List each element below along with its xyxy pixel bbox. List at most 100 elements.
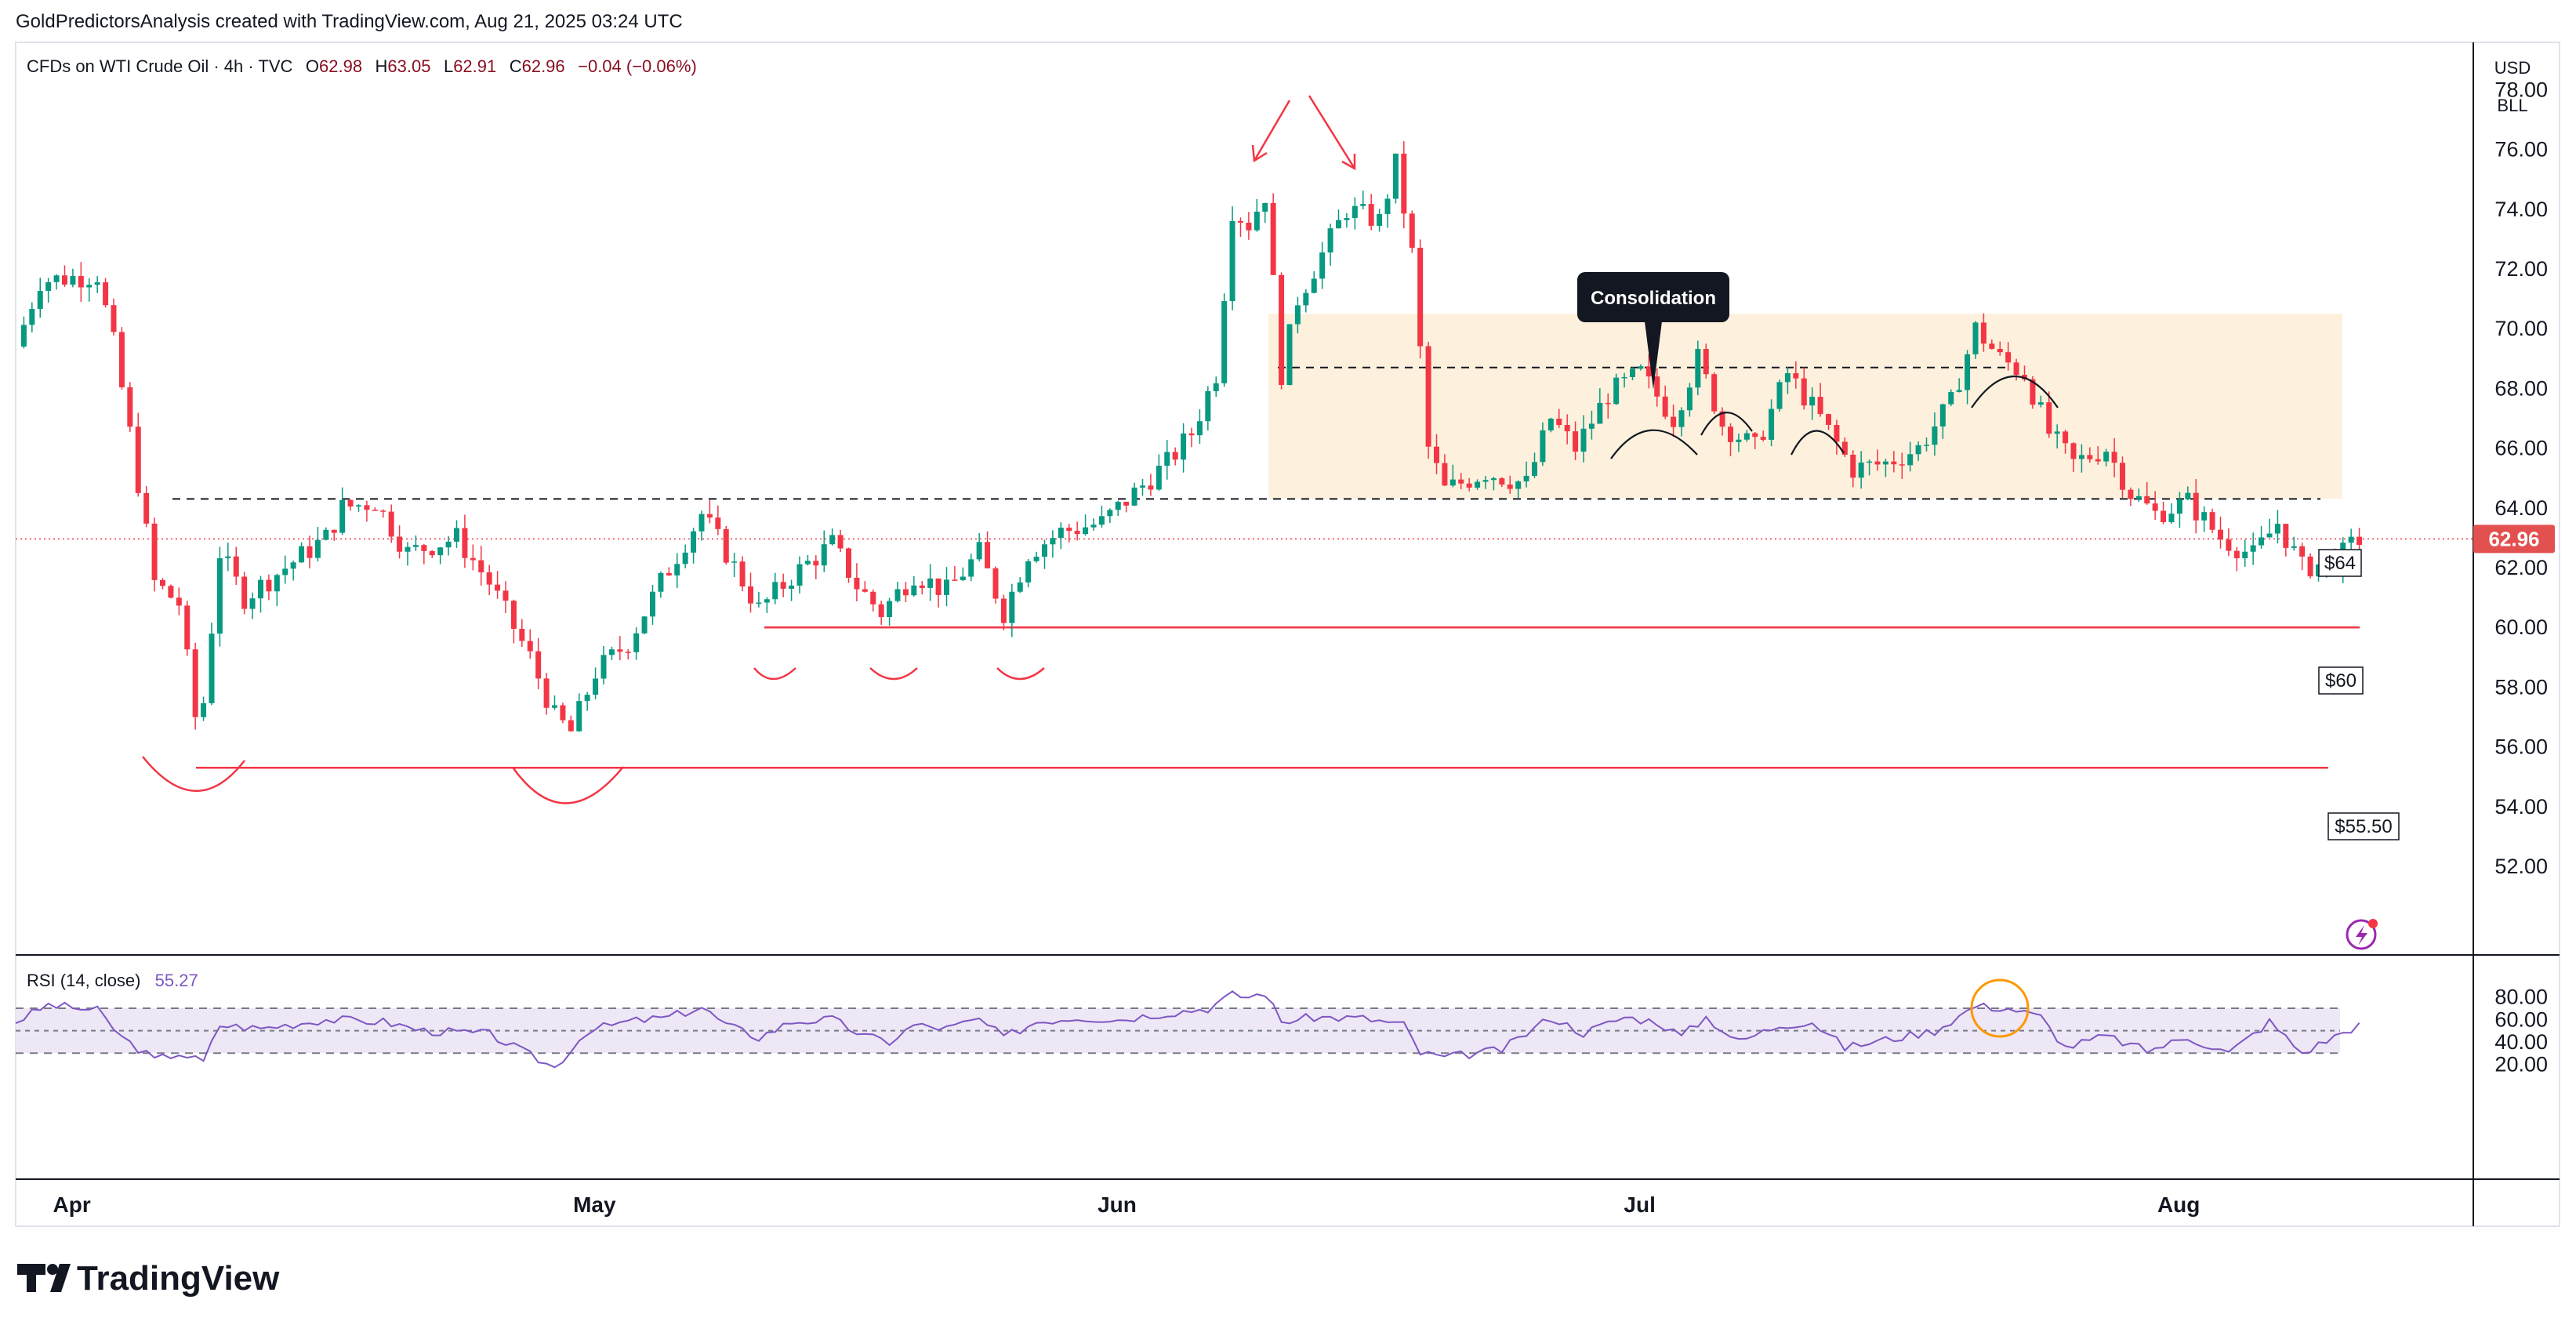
candle-body — [739, 561, 746, 586]
candle-body — [1588, 423, 1595, 429]
candle-body — [1246, 223, 1252, 231]
candle-body — [1392, 153, 1399, 199]
arrow-left — [1253, 100, 1291, 162]
bottom-arc-jun — [996, 667, 1045, 681]
candle-body — [846, 548, 851, 578]
rsi-line — [15, 990, 2360, 1069]
alert-lightning-icon[interactable] — [2346, 919, 2378, 950]
candle-body — [2209, 512, 2215, 530]
candle-body — [1891, 461, 1897, 465]
candle-body — [1181, 433, 1187, 460]
candle-body — [1924, 445, 1929, 446]
candle-body — [952, 579, 958, 581]
candle-body — [2120, 463, 2125, 490]
candle-body — [412, 545, 419, 547]
candle-body — [135, 427, 141, 493]
candle-body — [405, 546, 411, 552]
symbol-legend[interactable]: CFDs on WTI Crude Oil · 4h · TVC O62.98 … — [27, 56, 697, 76]
level-5550-text: $55.50 — [2335, 816, 2392, 837]
candle-body — [1850, 454, 1856, 478]
open-value: 62.98 — [319, 56, 362, 76]
tradingview-logo[interactable]: TradingView — [17, 1259, 280, 1298]
candle-body — [1769, 408, 1775, 440]
candle-body — [1965, 354, 1971, 390]
candle-body — [1948, 391, 1954, 405]
candle-body — [715, 517, 721, 529]
candle-body — [2087, 455, 2093, 459]
candle-body — [1630, 368, 1635, 377]
price-tick: 72.00 — [2494, 257, 2548, 281]
candle-body — [1107, 510, 1113, 517]
candle-body — [2161, 510, 2167, 522]
candle-body — [1784, 373, 1791, 383]
level-64-text: $64 — [2324, 553, 2356, 574]
candle-body — [1719, 411, 1725, 427]
candle-body — [527, 641, 533, 652]
high-value: 63.05 — [387, 56, 430, 76]
candle-body — [70, 276, 76, 285]
candle-body — [1409, 213, 1415, 249]
candle-body — [2135, 496, 2142, 499]
rounding-bottom-arcs — [142, 667, 1045, 804]
date-tick: Jul — [1624, 1192, 1655, 1217]
candle-body — [1327, 228, 1333, 253]
candle-body — [2070, 443, 2077, 459]
candle-body — [1490, 478, 1497, 481]
candle-body — [1932, 426, 1938, 445]
lightning-bolt — [2356, 925, 2367, 946]
candle-body — [53, 275, 60, 282]
candle-body — [1556, 419, 1562, 426]
candle-body — [1115, 501, 1121, 510]
candle-body — [339, 499, 346, 533]
candle-body — [1196, 421, 1203, 436]
bottom-arc-may-3 — [869, 667, 918, 681]
time-axis[interactable]: Apr May Jun Jul Aug — [53, 1192, 2200, 1217]
rsi-legend[interactable]: RSI (14, close) 55.27 — [27, 971, 198, 990]
top-arc-1 — [1610, 429, 1698, 459]
candle-body — [2037, 402, 2044, 405]
candle-body — [29, 308, 35, 325]
date-tick: Apr — [53, 1192, 91, 1217]
candle-body — [45, 281, 52, 292]
candle-body — [1899, 464, 1905, 466]
candle-body — [86, 285, 93, 288]
candle-body — [813, 561, 819, 566]
currency-label[interactable]: USD — [2494, 58, 2531, 78]
candle-body — [1980, 322, 1986, 344]
candle-body — [1711, 374, 1718, 412]
candle-body — [2054, 431, 2060, 434]
candle-body — [1270, 202, 1276, 275]
price-tick: 76.00 — [2494, 138, 2548, 162]
close-value: 62.96 — [522, 56, 565, 76]
candle-body — [1213, 383, 1219, 391]
candle-body — [1809, 397, 1816, 406]
candle-body — [1703, 349, 1709, 375]
candle-body — [209, 633, 215, 703]
candle-body — [1156, 466, 1162, 490]
consolidation-callout[interactable]: Consolidation — [1577, 272, 1729, 390]
candle-body — [2013, 362, 2019, 376]
candle-body — [372, 510, 378, 511]
candle-body — [2299, 546, 2306, 557]
candle-body — [2226, 539, 2232, 551]
rsi-tick: 60.00 — [2494, 1007, 2548, 1031]
low-label: L — [444, 56, 453, 76]
candle-body — [1205, 390, 1211, 422]
price-tick: 78.00 — [2494, 78, 2548, 101]
candle-body — [1311, 278, 1317, 293]
level-label-64: $64 — [2318, 549, 2362, 577]
candle-body — [331, 529, 337, 533]
price-axis[interactable]: 52.00 54.00 56.00 58.00 60.00 62.00 64.00 66.00… — [2494, 78, 2548, 878]
candle-body — [168, 586, 174, 598]
candle-body — [1074, 531, 1080, 535]
candle-body — [552, 705, 557, 708]
candle-body — [299, 546, 305, 563]
unit-label[interactable]: BLL — [2497, 96, 2527, 115]
candle-body — [1939, 404, 1946, 427]
candle-body — [1956, 390, 1962, 392]
candle-body — [1867, 461, 1873, 463]
rsi-value: 55.27 — [155, 971, 198, 990]
candle-body — [2095, 459, 2101, 462]
